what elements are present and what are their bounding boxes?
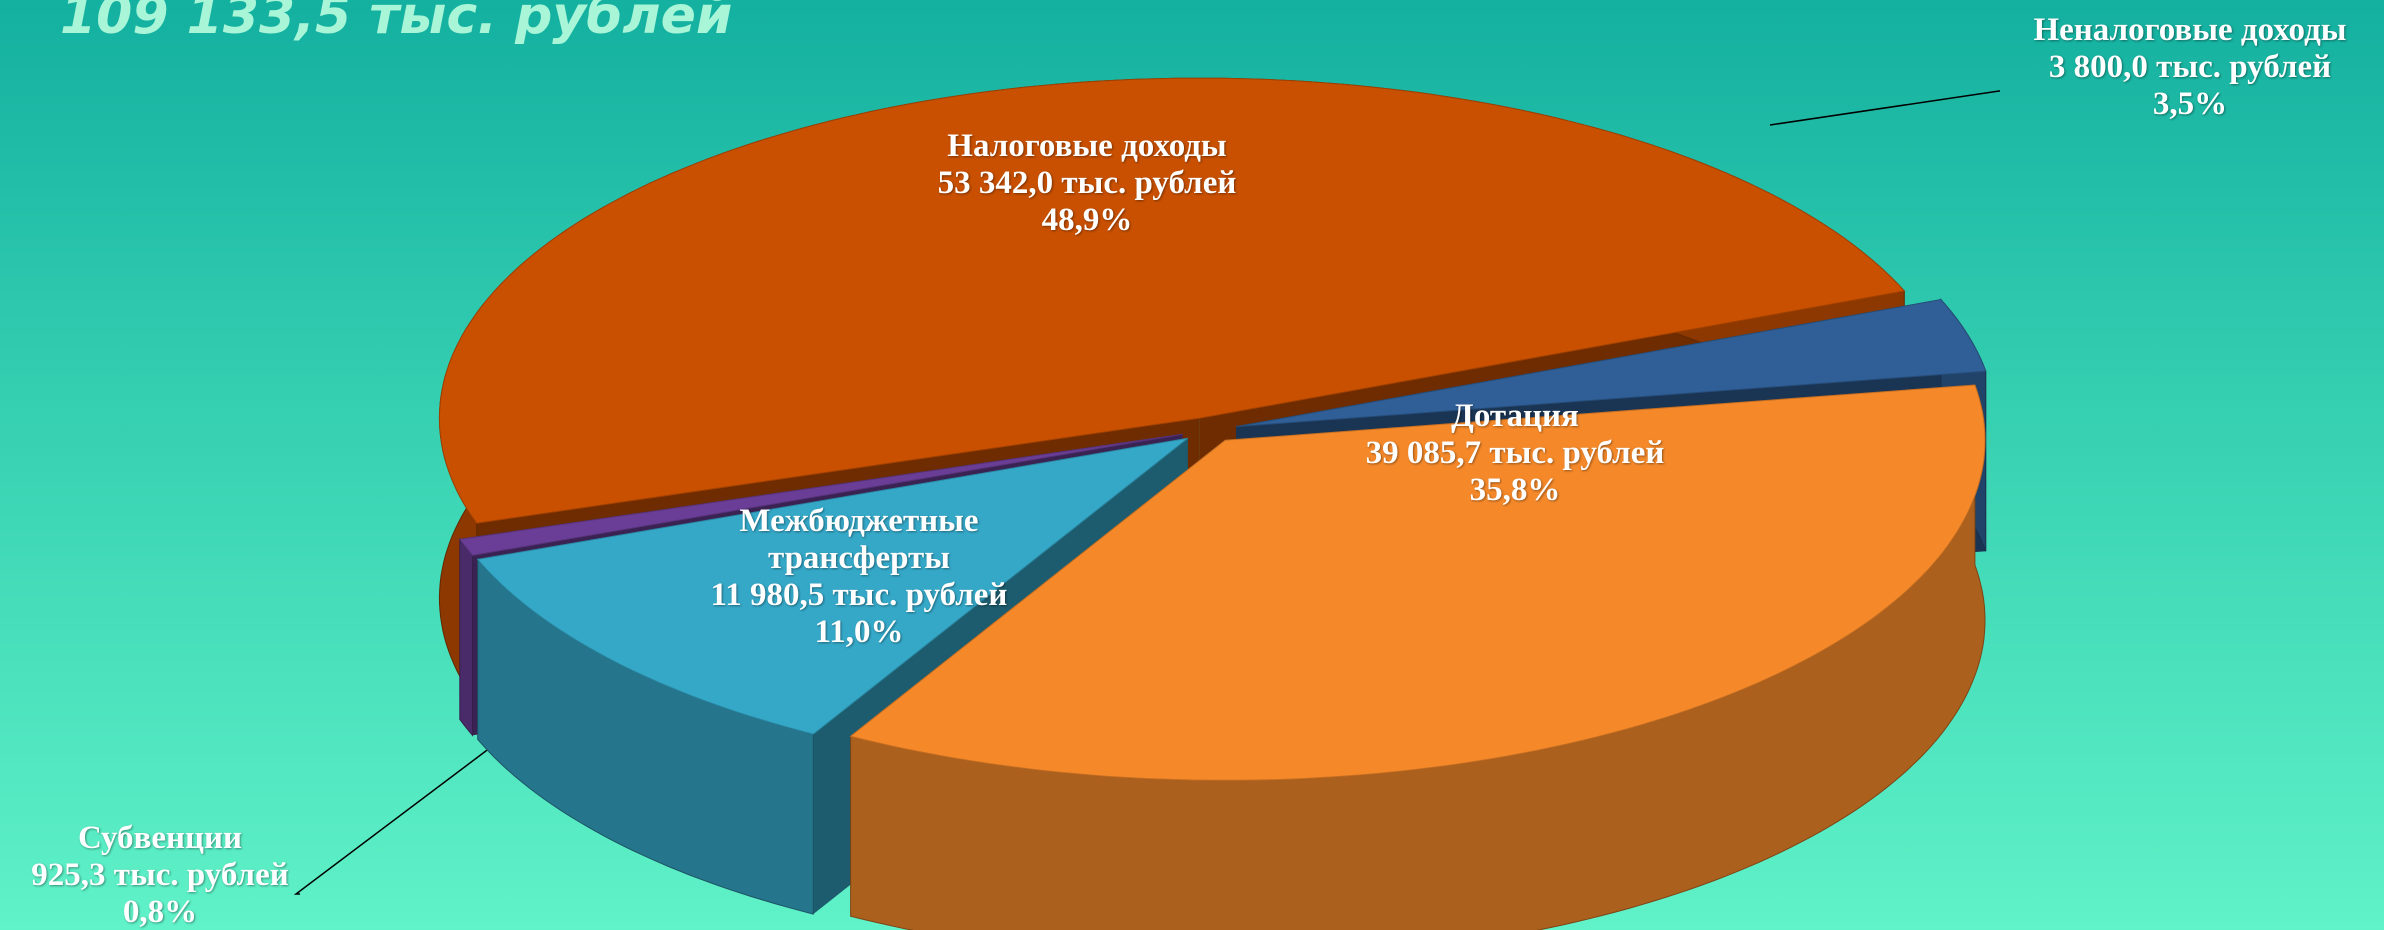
category: Дотация [1451,398,1579,434]
category: Субвенции [77,820,243,856]
slice-label: Межбюджетные трансферты 11 980,5 тыс. руб… [679,503,1039,651]
leader-line [1769,90,2000,126]
slice-label: Субвенции 925,3 тыс. рублей 0,8% [0,820,320,930]
category: Налоговые доходы [947,128,1227,164]
detail: 39 085,7 тыс. рублей [1365,435,1665,471]
slice-top [458,433,1183,556]
slice-top [849,384,1986,781]
value-label: 11,0% [814,614,904,650]
chart-title: 109 133,5 тыс. рублей [60,0,733,46]
detail: 925,3 тыс. рублей [31,857,289,893]
slice-label: Неналоговые доходы 3 800,0 тыс. рублей 3,5… [1980,12,2384,123]
slice-label: Налоговые доходы 53 342,0 тыс. рублей 48,9… [877,128,1297,239]
slice-top [1235,298,1987,428]
detail: 53 342,0 тыс. рублей [937,165,1237,201]
slice-top [438,77,1906,524]
category: Неналоговые доходы [2033,12,2347,48]
slice-wall [459,537,473,737]
slice-label: Дотация 39 085,7 тыс. рублей 35,8% [1285,398,1745,509]
value-label: 35,8% [1469,472,1561,508]
value-label: 0,8% [122,894,198,930]
detail: 3 800,0 тыс. рублей [2048,49,2332,85]
pie-group [438,77,1987,930]
slice [849,384,1986,930]
value-label: 48,9% [1041,202,1133,238]
leader-line [293,713,536,895]
detail: 11 980,5 тыс. рублей [710,577,1008,613]
category: Межбюджетные трансферты [739,503,979,576]
value-label: 3,5% [2152,86,2228,122]
slice-top [476,437,1189,735]
